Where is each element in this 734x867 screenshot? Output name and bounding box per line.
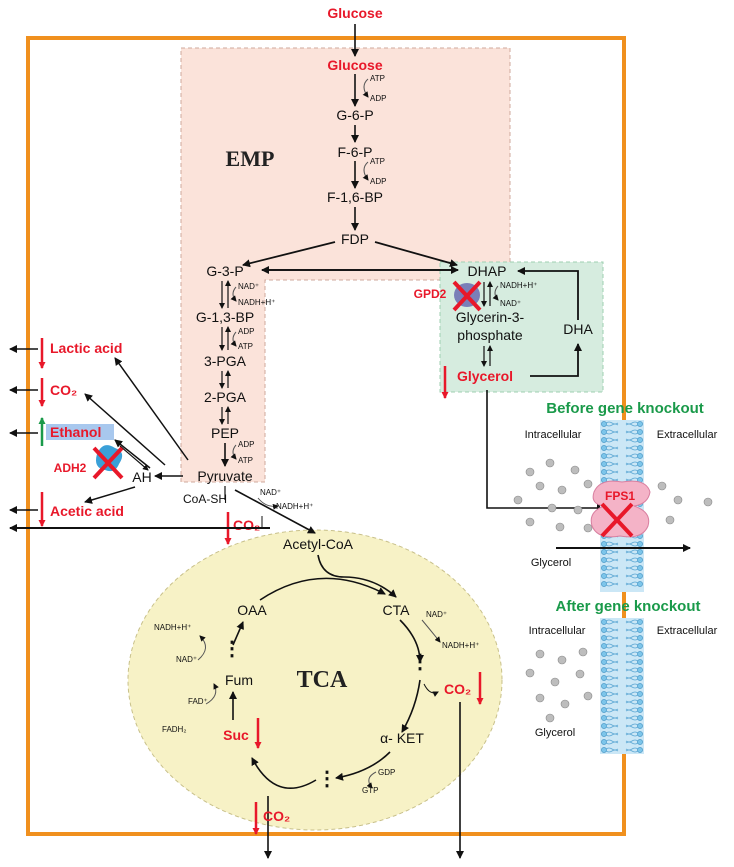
knockout-x-icon <box>452 280 482 312</box>
atp-label: ATP <box>370 74 385 83</box>
fps1-channel-icon <box>590 480 651 538</box>
fdp-label: FDP <box>341 231 369 247</box>
g13bp-label: G-1,3-BP <box>196 309 254 325</box>
atp-label-2: ATP <box>370 157 385 166</box>
acetylcoa-label: Acetyl-CoA <box>283 536 354 552</box>
gpd2-label: GPD2 <box>414 287 447 301</box>
dha-label: DHA <box>563 321 593 337</box>
pyruvate-label: Pyruvate <box>197 468 252 484</box>
coash-label: CoA-SH <box>183 492 227 506</box>
adp-label-2: ADP <box>370 177 386 186</box>
f6p-label: F-6-P <box>338 144 373 160</box>
co2-label-3: CO₂ <box>444 681 471 697</box>
co2-label-4: CO₂ <box>263 808 290 824</box>
adh2-enzyme-icon <box>96 445 123 472</box>
aket-label: α- KET <box>380 730 424 746</box>
gtp-label: GTP <box>362 786 378 795</box>
ethanol-highlight <box>46 424 114 440</box>
nad-label-2: NAD⁺ <box>500 299 521 308</box>
g6p-label: G-6-P <box>336 107 373 123</box>
pep-label: PEP <box>211 425 239 441</box>
intracellular-label-1: Intracellular <box>525 429 582 441</box>
dots-label-1: ⋮ <box>410 651 430 673</box>
fps1-label: FPS1 <box>605 489 635 503</box>
glycerol-molecules-inside-1 <box>513 458 593 533</box>
oaa-label: OAA <box>237 602 267 618</box>
tca-region <box>127 529 503 831</box>
glycerol-membrane-label-2: Glycerol <box>535 727 575 739</box>
cta-label: CTA <box>383 602 411 618</box>
glycerol-label: Glycerol <box>457 368 513 384</box>
dots-label-2: ⋮ <box>317 768 337 790</box>
adp-label-3: ADP <box>238 327 254 336</box>
fad-label: FAD⁺ <box>188 697 208 706</box>
adh2-label: ADH2 <box>54 461 87 475</box>
nadh-label-2: NADH+H⁺ <box>500 281 537 290</box>
ethanol-label: Ethanol <box>50 424 101 440</box>
co2-label-1: CO₂ <box>50 382 77 398</box>
dots-label-3: ⋮ <box>222 638 242 660</box>
pga3-label: 3-PGA <box>204 353 247 369</box>
tca-title: TCA <box>297 667 348 693</box>
glycerol-molecules-inside-2 <box>525 647 593 723</box>
atp-label-3: ATP <box>238 342 253 351</box>
knockout-x-icon-2 <box>92 446 124 480</box>
gdp-label: GDP <box>378 768 395 777</box>
knockout-x-icon-3 <box>600 502 634 538</box>
atp-label-4: ATP <box>238 456 253 465</box>
fum-label: Fum <box>225 672 253 688</box>
ah-label: AH <box>132 469 151 485</box>
nadh-label-3: NADH+H⁺ <box>276 502 313 511</box>
nadh-label-1: NADH+H⁺ <box>238 298 275 307</box>
extracellular-label-2: Extracellular <box>657 625 718 637</box>
adp-label: ADP <box>370 94 386 103</box>
nadh-label-5: NADH+H⁺ <box>154 623 191 632</box>
membrane-bilayer-2 <box>600 618 644 754</box>
glycerol-molecules-outside-1 <box>657 481 713 525</box>
glycerin3p-label-line1: Glycerin-3- <box>456 309 525 325</box>
after-knockout-label: After gene knockout <box>555 598 700 615</box>
emp-region <box>180 47 511 483</box>
f16bp-label: F-1,6-BP <box>327 189 383 205</box>
extracellular-label-1: Extracellular <box>657 429 718 441</box>
lactic-acid-label: Lactic acid <box>50 340 122 356</box>
glucose-label: Glucose <box>327 57 382 73</box>
glycerin3p-label-line2: phosphate <box>457 327 523 343</box>
co2-label-2: CO₂ <box>233 517 260 533</box>
glucose-input-label: Glucose <box>327 5 382 21</box>
before-knockout-label: Before gene knockout <box>546 400 704 417</box>
nad-label-5: NAD⁺ <box>176 655 197 664</box>
nad-label-1: NAD⁺ <box>238 282 259 291</box>
nadh-label-4: NADH+H⁺ <box>442 641 479 650</box>
adp-label-4: ADP <box>238 440 254 449</box>
g3p-label: G-3-P <box>206 263 243 279</box>
fadh2-label: FADH₂ <box>162 725 186 734</box>
emp-title: EMP <box>226 146 275 171</box>
intracellular-label-2: Intracellular <box>529 625 586 637</box>
dhap-label: DHAP <box>468 263 507 279</box>
nad-label-3: NAD⁺ <box>260 488 281 497</box>
glycerol-membrane-label-1: Glycerol <box>531 557 571 569</box>
suc-label: Suc <box>223 727 249 743</box>
nad-label-4: NAD⁺ <box>426 610 447 619</box>
pga2-label: 2-PGA <box>204 389 247 405</box>
acetic-acid-label: Acetic acid <box>50 503 124 519</box>
